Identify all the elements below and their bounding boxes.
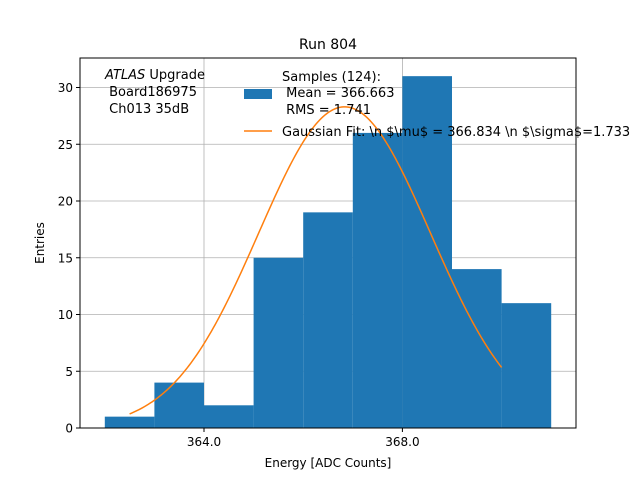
y-tick-label: 30	[58, 81, 73, 95]
y-tick-label: 5	[65, 365, 73, 379]
histogram-bar	[204, 405, 254, 428]
legend-hist-swatch	[244, 89, 272, 99]
gaussian-fit-curve	[129, 106, 503, 415]
y-axis-label: Entries	[33, 222, 47, 264]
histogram-bar	[154, 382, 204, 428]
y-tick-label: 20	[58, 195, 73, 209]
upgrade-label: Upgrade	[145, 68, 205, 83]
histogram-bar	[501, 303, 552, 428]
y-tick-label: 15	[58, 251, 73, 265]
y-tick-label: 0	[65, 422, 73, 436]
y-tick-label: 10	[58, 308, 73, 322]
svg-text:ATLAS Upgrade: ATLAS Upgrade	[104, 68, 205, 83]
y-tick-label: 25	[58, 138, 73, 152]
histogram-bar	[104, 416, 155, 428]
legend-mean: Mean = 366.663	[282, 86, 394, 101]
x-axis-ticks: 364.0 368.0	[187, 428, 420, 449]
histogram-bar	[253, 257, 304, 428]
atlas-annotation: ATLAS Upgrade Board186975 Ch013 35dB	[104, 68, 205, 117]
histogram-bar	[452, 269, 502, 428]
plot-frame	[79, 57, 577, 429]
y-axis-ticks: 0 5 10 15 20 25 30	[58, 81, 80, 436]
chart-title: Run 804	[299, 37, 357, 53]
legend-rms: RMS = 1.741	[282, 103, 371, 118]
x-axis-label: Energy [ADC Counts]	[265, 456, 392, 470]
histogram-bars	[104, 76, 552, 429]
atlas-label: ATLAS	[104, 68, 145, 83]
histogram-bar	[402, 76, 452, 428]
legend-fit-label: Gaussian Fit: \n $\mu$ = 366.834 \n $\si…	[282, 125, 630, 140]
histogram-bar	[303, 212, 353, 428]
legend: Samples (124): Mean = 366.663 RMS = 1.74…	[244, 70, 630, 140]
legend-samples: Samples (124):	[282, 70, 381, 85]
channel-label: Ch013 35dB	[105, 102, 189, 117]
histogram-bar	[352, 132, 403, 429]
board-label: Board186975	[105, 85, 197, 100]
x-tick-label: 364.0	[187, 435, 221, 449]
x-tick-label: 368.0	[385, 435, 419, 449]
